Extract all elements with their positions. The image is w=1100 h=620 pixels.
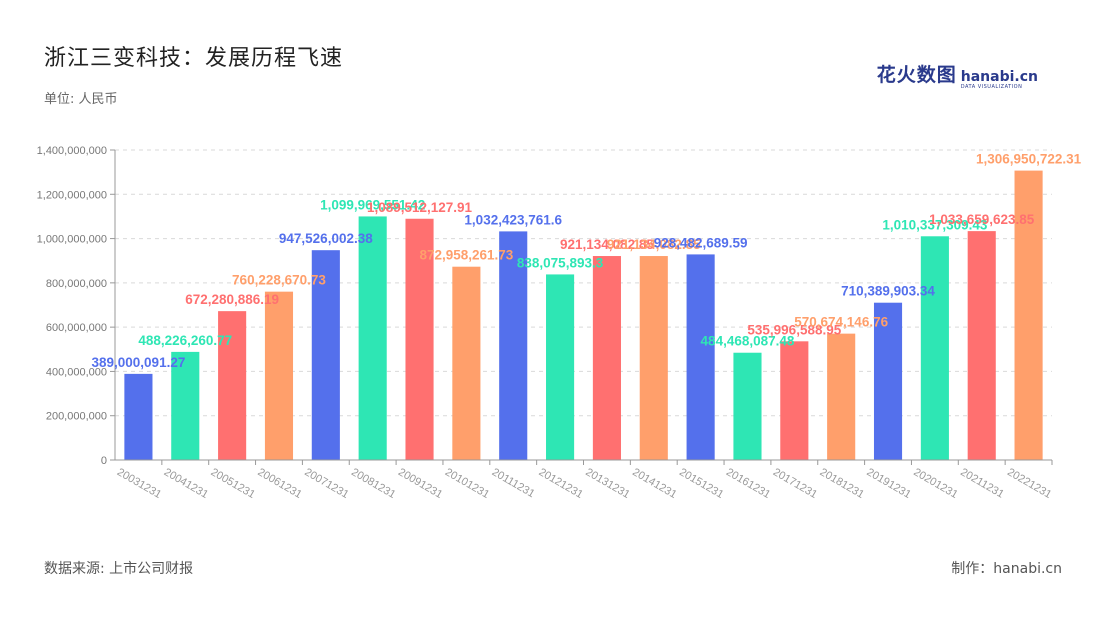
x-tick-label: 20031231	[115, 466, 163, 501]
x-tick-label: 20091231	[396, 466, 444, 501]
bar	[592, 256, 621, 460]
x-tick-label: 20211231	[958, 466, 1006, 500]
bar	[827, 333, 856, 460]
value-label: 535,996,588.95	[747, 322, 841, 337]
y-tick-label: 1,000,000,000	[37, 234, 107, 246]
value-labels: 389,000,091.27 488,226,260.77 672,280,886.…	[92, 152, 1082, 370]
value-label: 1,089,512,127.91	[367, 200, 473, 215]
y-tick-label: 600,000,000	[46, 322, 107, 334]
bar	[1014, 170, 1043, 461]
bar	[358, 216, 387, 460]
bar	[264, 291, 294, 460]
y-tick-label: 0	[101, 455, 107, 467]
bar	[124, 373, 153, 460]
bar	[546, 274, 575, 460]
x-tick-label: 20151231	[677, 466, 725, 501]
x-tick-label: 20201231	[911, 466, 959, 501]
x-axis: 2003123120041231200512312006123120071231…	[115, 459, 1053, 501]
x-tick-label: 20081231	[349, 466, 397, 501]
bar	[686, 254, 715, 460]
value-label: 760,228,670.73	[232, 273, 326, 288]
y-axis: 0 200,000,000 400,000,000 600,000,000 800,00…	[37, 145, 116, 467]
bar	[311, 250, 340, 460]
chart-title: 浙江三变科技：发展历程飞速	[44, 46, 344, 71]
x-tick-label: 20171231	[771, 466, 819, 501]
bar	[218, 311, 247, 460]
value-label: 1,306,950,722.31	[976, 152, 1082, 167]
x-tick-label: 20111231	[490, 466, 537, 500]
bar	[405, 218, 434, 460]
bar	[967, 231, 996, 460]
value-label: 928,482,689.59	[654, 235, 748, 250]
logo-en-block: hanabi.cn DATA VISUALIZATION	[961, 70, 1038, 90]
x-tick-label: 20061231	[255, 466, 303, 501]
value-label: 1,032,423,761.6	[464, 212, 562, 227]
value-label: 1,033,659,623.85	[929, 212, 1035, 227]
x-tick-label: 20161231	[724, 466, 772, 501]
value-label: 710,389,903.34	[841, 284, 935, 299]
bar	[499, 231, 528, 460]
unit-label: 单位: 人民币	[44, 92, 118, 107]
value-label: 570,674,146.76	[794, 315, 888, 330]
value-label: 921,134,082.85	[560, 237, 654, 252]
value-label: 947,526,002.38	[279, 231, 373, 246]
bar	[780, 341, 809, 460]
bar	[452, 266, 481, 460]
value-label: 1,099,969,551.42	[320, 197, 425, 212]
value-label: 1,010,337,309.43	[882, 217, 988, 232]
bar	[171, 351, 200, 460]
bar	[873, 302, 903, 460]
logo-text-en: hanabi.cn	[960, 69, 1038, 85]
y-tick-label: 200,000,000	[46, 411, 107, 423]
x-tick-label: 20041231	[162, 466, 210, 501]
brand-logo[interactable]: 花火数图 hanabi.cn DATA VISUALIZATION	[877, 60, 1038, 90]
x-tick-label: 20071231	[302, 466, 350, 501]
y-tick-label: 400,000,000	[46, 366, 107, 378]
x-tick-label: 20051231	[209, 466, 257, 501]
value-label: 921,134,082.85	[607, 237, 701, 252]
x-tick-label: 20101231	[443, 466, 491, 501]
value-label: 872,958,261.73	[419, 248, 513, 263]
value-label: 484,468,087.48	[701, 334, 795, 349]
bar	[733, 352, 762, 460]
value-label: 488,226,260.77	[138, 333, 232, 348]
y-tick-label: 1,400,000,000	[37, 145, 107, 157]
value-label: 389,000,091.27	[92, 355, 186, 370]
x-tick-label: 20181231	[818, 466, 866, 501]
bar	[920, 236, 949, 460]
x-tick-label: 20131231	[583, 466, 631, 501]
y-tick-label: 1,200,000,000	[37, 189, 107, 201]
logo-text-sub: DATA VISUALIZATION	[960, 84, 1023, 90]
data-source: 数据来源: 上市公司财报	[44, 561, 194, 577]
x-tick-label: 20121231	[537, 466, 585, 501]
bar	[639, 256, 668, 460]
y-tick-label: 800,000,000	[46, 278, 107, 290]
value-label: 838,075,893.3	[517, 255, 604, 270]
x-tick-label: 20221231	[1005, 466, 1053, 501]
value-label: 672,280,886.19	[185, 292, 279, 307]
maker-credit[interactable]: 制作：hanabi.cn	[951, 561, 1062, 577]
x-tick-label: 20191231	[865, 466, 913, 501]
logo-text-cn: 花火数图	[876, 64, 957, 86]
bars	[124, 170, 1043, 461]
x-tick-label: 20141231	[630, 466, 678, 501]
